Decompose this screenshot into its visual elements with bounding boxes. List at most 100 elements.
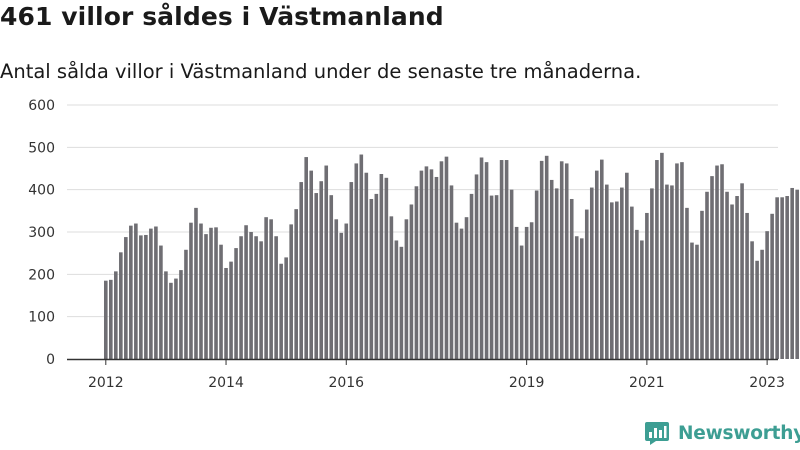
bar xyxy=(554,188,559,359)
bar xyxy=(184,249,188,359)
bar xyxy=(439,161,444,359)
bar xyxy=(114,271,118,359)
bar xyxy=(790,187,794,359)
bar xyxy=(615,201,619,359)
x-tick-label-2016: 2016 xyxy=(328,375,364,391)
bar xyxy=(129,225,133,359)
bar xyxy=(725,191,729,359)
bar xyxy=(700,210,704,359)
bar xyxy=(539,160,544,359)
bar xyxy=(625,172,629,359)
bar xyxy=(464,217,469,359)
bar xyxy=(349,182,354,359)
bar xyxy=(204,234,208,359)
bar xyxy=(730,204,734,359)
bar xyxy=(579,238,584,359)
bar xyxy=(149,228,153,359)
bar xyxy=(650,188,654,359)
bar xyxy=(675,163,679,359)
bar xyxy=(499,160,504,359)
bar xyxy=(484,162,489,359)
bar xyxy=(559,161,564,359)
bar xyxy=(219,244,223,359)
bar xyxy=(249,232,253,359)
bar xyxy=(224,267,228,359)
bar xyxy=(144,234,148,359)
bar xyxy=(680,162,684,359)
bar xyxy=(770,213,774,359)
bar xyxy=(564,163,569,359)
bar xyxy=(519,245,524,359)
bar xyxy=(469,193,474,359)
bar xyxy=(760,249,764,359)
y-tick-label-0: 0 xyxy=(46,352,55,368)
x-tick-label-2021: 2021 xyxy=(629,375,665,391)
bar xyxy=(199,223,203,359)
bar xyxy=(329,195,334,359)
bar xyxy=(695,244,699,359)
bar xyxy=(665,184,669,359)
bar xyxy=(389,216,394,359)
bar xyxy=(379,174,384,359)
bars xyxy=(104,152,799,359)
bar xyxy=(189,222,193,359)
bar xyxy=(640,240,644,359)
bar xyxy=(159,245,163,359)
y-tick-label-300: 300 xyxy=(28,225,55,241)
bar xyxy=(274,236,278,359)
newsworthy-logo: Newsworthy xyxy=(644,419,800,447)
bar xyxy=(399,246,404,359)
bar xyxy=(239,236,243,359)
bar xyxy=(795,189,799,359)
bar xyxy=(429,169,434,359)
bar xyxy=(284,257,288,359)
bar xyxy=(324,165,329,359)
bar xyxy=(319,181,324,359)
bar xyxy=(549,179,554,359)
bar xyxy=(254,236,258,359)
bar xyxy=(589,187,594,359)
bar xyxy=(404,219,409,359)
bar xyxy=(174,278,178,359)
bar xyxy=(169,282,173,359)
bar xyxy=(710,176,714,359)
bar xyxy=(214,227,218,359)
y-tick-label-500: 500 xyxy=(28,140,55,156)
bar xyxy=(745,212,749,359)
bar xyxy=(109,279,113,359)
bar xyxy=(194,207,198,359)
bar xyxy=(569,198,574,359)
bar xyxy=(124,237,128,359)
bar xyxy=(369,198,374,359)
bar xyxy=(735,196,739,359)
bar xyxy=(454,222,459,359)
bar xyxy=(494,195,499,359)
x-tick-label-2014: 2014 xyxy=(208,375,244,391)
bar xyxy=(419,170,424,359)
bar xyxy=(584,209,589,359)
bar xyxy=(765,231,769,359)
bar xyxy=(504,160,509,359)
bar xyxy=(479,157,484,359)
bar xyxy=(660,152,664,359)
bar xyxy=(104,280,108,359)
bar xyxy=(685,207,689,359)
bar xyxy=(755,260,759,359)
bar xyxy=(264,217,268,359)
bar xyxy=(309,170,314,359)
x-tick-label-2019: 2019 xyxy=(509,375,545,391)
bar xyxy=(620,187,624,359)
bar xyxy=(544,155,549,359)
bar xyxy=(314,193,319,359)
bar xyxy=(449,185,454,359)
bar xyxy=(344,223,349,359)
bar xyxy=(384,177,389,359)
bar xyxy=(605,184,609,359)
bar-chart: 0 100 200 300 400 500 600 2012 2014 2016 2019 2021… xyxy=(28,98,799,391)
bar xyxy=(750,241,754,359)
bar xyxy=(509,189,514,359)
page-title: 461 villor såldes i Västmanland xyxy=(0,2,444,31)
x-tick-label-2023: 2023 xyxy=(749,375,785,391)
bar xyxy=(630,206,634,359)
bar xyxy=(775,197,779,359)
